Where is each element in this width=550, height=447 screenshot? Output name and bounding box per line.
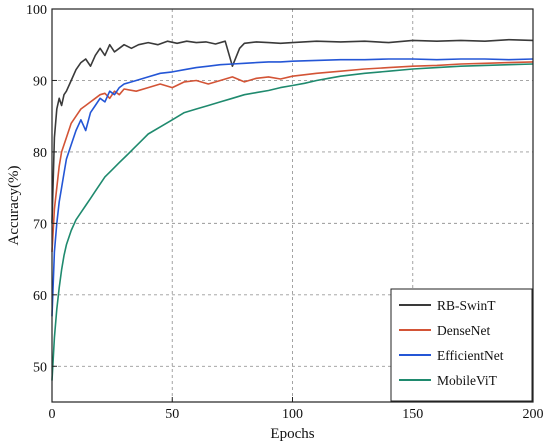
y-tick-label: 80 xyxy=(33,146,47,161)
series-lines xyxy=(51,38,534,381)
legend-label: RB-SwinT xyxy=(437,298,496,313)
y-tick-label: 90 xyxy=(33,74,47,89)
grid xyxy=(52,9,533,402)
x-axis-title: Epochs xyxy=(270,426,314,442)
series-line-rb-swint xyxy=(51,38,534,224)
legend-label: DenseNet xyxy=(437,323,490,338)
x-tick-label: 200 xyxy=(523,407,544,422)
legend: RB-SwinT DenseNet EfficientNet MobileViT xyxy=(390,288,533,402)
series-line-mobilevit xyxy=(51,63,534,381)
y-tick-label: 50 xyxy=(33,360,47,375)
series-line-efficientnet xyxy=(51,58,534,317)
legend-box xyxy=(390,288,533,402)
x-tick-label: 0 xyxy=(49,407,56,422)
y-axis-title: Accuracy(%) xyxy=(6,166,22,246)
x-tick-label: 150 xyxy=(402,407,423,422)
x-tick-label: 50 xyxy=(165,407,179,422)
series-line-densenet xyxy=(51,61,534,252)
y-tick-label: 70 xyxy=(33,217,47,232)
x-tick-label: 100 xyxy=(282,407,303,422)
y-tick-label: 100 xyxy=(26,3,47,18)
legend-label: MobileViT xyxy=(437,373,498,388)
axis-ticks: 0 50 100 150 200 50 60 70 80 90 100 xyxy=(26,3,544,422)
y-tick-label: 60 xyxy=(33,289,47,304)
legend-label: EfficientNet xyxy=(437,348,504,363)
